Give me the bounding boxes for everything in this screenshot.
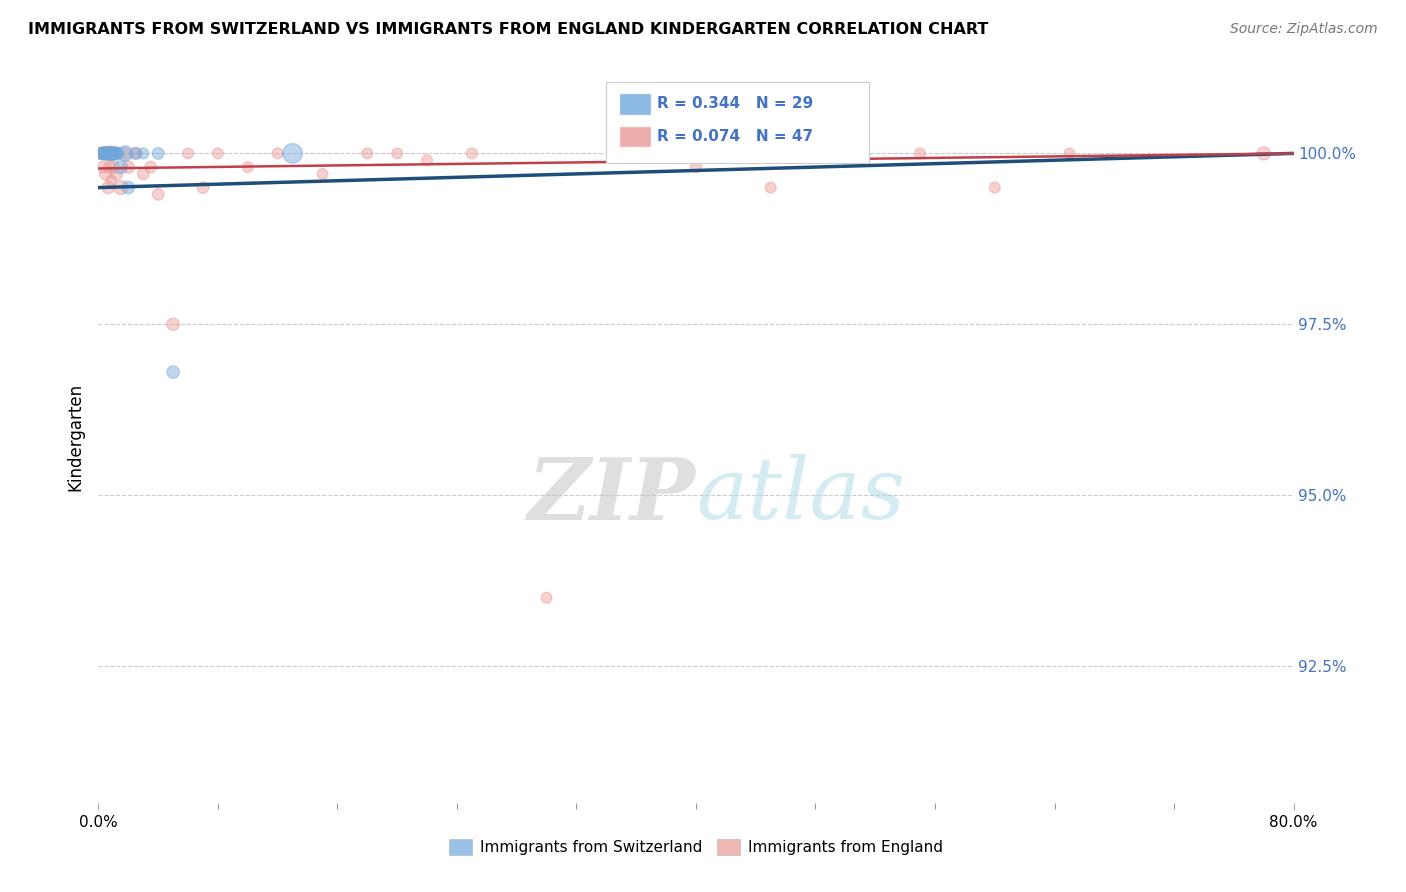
Text: ZIP: ZIP — [529, 454, 696, 537]
Point — [103, 146, 125, 161]
Point — [356, 146, 378, 161]
Point — [125, 146, 148, 161]
Point — [98, 160, 121, 174]
Point — [416, 153, 439, 168]
Point — [148, 187, 170, 202]
Point — [114, 146, 136, 161]
Text: R = 0.344   N = 29: R = 0.344 N = 29 — [657, 96, 813, 111]
Text: atlas: atlas — [696, 454, 905, 537]
Point — [1059, 146, 1081, 161]
Point — [117, 180, 139, 194]
Point — [267, 146, 290, 161]
Point — [110, 160, 132, 174]
Point — [191, 180, 214, 194]
Point — [281, 146, 304, 161]
Point — [162, 318, 184, 332]
Point — [207, 146, 229, 161]
Point — [177, 146, 200, 161]
Point — [101, 146, 124, 161]
Point — [461, 146, 484, 161]
Point — [90, 146, 112, 161]
FancyBboxPatch shape — [606, 82, 869, 163]
Point — [117, 160, 139, 174]
Point — [236, 160, 259, 174]
Point — [97, 146, 120, 161]
Text: IMMIGRANTS FROM SWITZERLAND VS IMMIGRANTS FROM ENGLAND KINDERGARTEN CORRELATION : IMMIGRANTS FROM SWITZERLAND VS IMMIGRANT… — [28, 22, 988, 37]
Point — [1253, 146, 1275, 161]
Point — [908, 146, 931, 161]
Legend: Immigrants from Switzerland, Immigrants from England: Immigrants from Switzerland, Immigrants … — [443, 833, 949, 861]
Point — [103, 160, 125, 174]
Point — [93, 146, 115, 161]
Point — [105, 167, 128, 181]
Point — [100, 146, 122, 161]
Point — [536, 591, 558, 605]
Point — [94, 146, 117, 161]
Point — [96, 146, 118, 161]
Point — [90, 146, 112, 161]
Point — [96, 146, 118, 161]
Point — [104, 146, 127, 161]
Point — [94, 146, 117, 161]
Point — [110, 180, 132, 194]
Point — [90, 146, 112, 161]
Point — [107, 146, 129, 161]
Point — [311, 167, 333, 181]
Point — [105, 146, 128, 161]
Point — [162, 365, 184, 379]
Point — [93, 146, 115, 161]
Point — [93, 146, 115, 161]
Point — [97, 180, 120, 194]
Point — [93, 146, 115, 161]
Point — [984, 180, 1007, 194]
Point — [97, 146, 120, 161]
Point — [759, 180, 782, 194]
Point — [385, 146, 409, 161]
Point — [98, 146, 121, 161]
Point — [91, 146, 114, 161]
Point — [91, 160, 114, 174]
FancyBboxPatch shape — [620, 94, 651, 114]
Point — [98, 146, 122, 161]
Point — [96, 146, 118, 161]
Point — [94, 167, 117, 181]
Point — [104, 146, 127, 161]
Point — [125, 146, 148, 161]
Point — [132, 146, 155, 161]
Point — [685, 160, 707, 174]
FancyBboxPatch shape — [620, 126, 651, 147]
Point — [132, 167, 155, 181]
Point — [96, 146, 118, 161]
Point — [97, 146, 120, 161]
Point — [834, 146, 856, 161]
Point — [91, 146, 114, 161]
Text: R = 0.074   N = 47: R = 0.074 N = 47 — [657, 129, 813, 144]
Point — [100, 174, 122, 188]
Point — [101, 146, 124, 161]
Point — [91, 146, 114, 161]
Point — [148, 146, 170, 161]
Point — [610, 146, 633, 161]
Text: Source: ZipAtlas.com: Source: ZipAtlas.com — [1230, 22, 1378, 37]
Point — [101, 146, 124, 161]
Point — [114, 146, 136, 161]
Point — [98, 146, 122, 161]
Point — [90, 146, 112, 161]
Point — [94, 146, 117, 161]
Point — [89, 146, 111, 161]
Y-axis label: Kindergarten: Kindergarten — [66, 383, 84, 491]
Point — [139, 160, 162, 174]
